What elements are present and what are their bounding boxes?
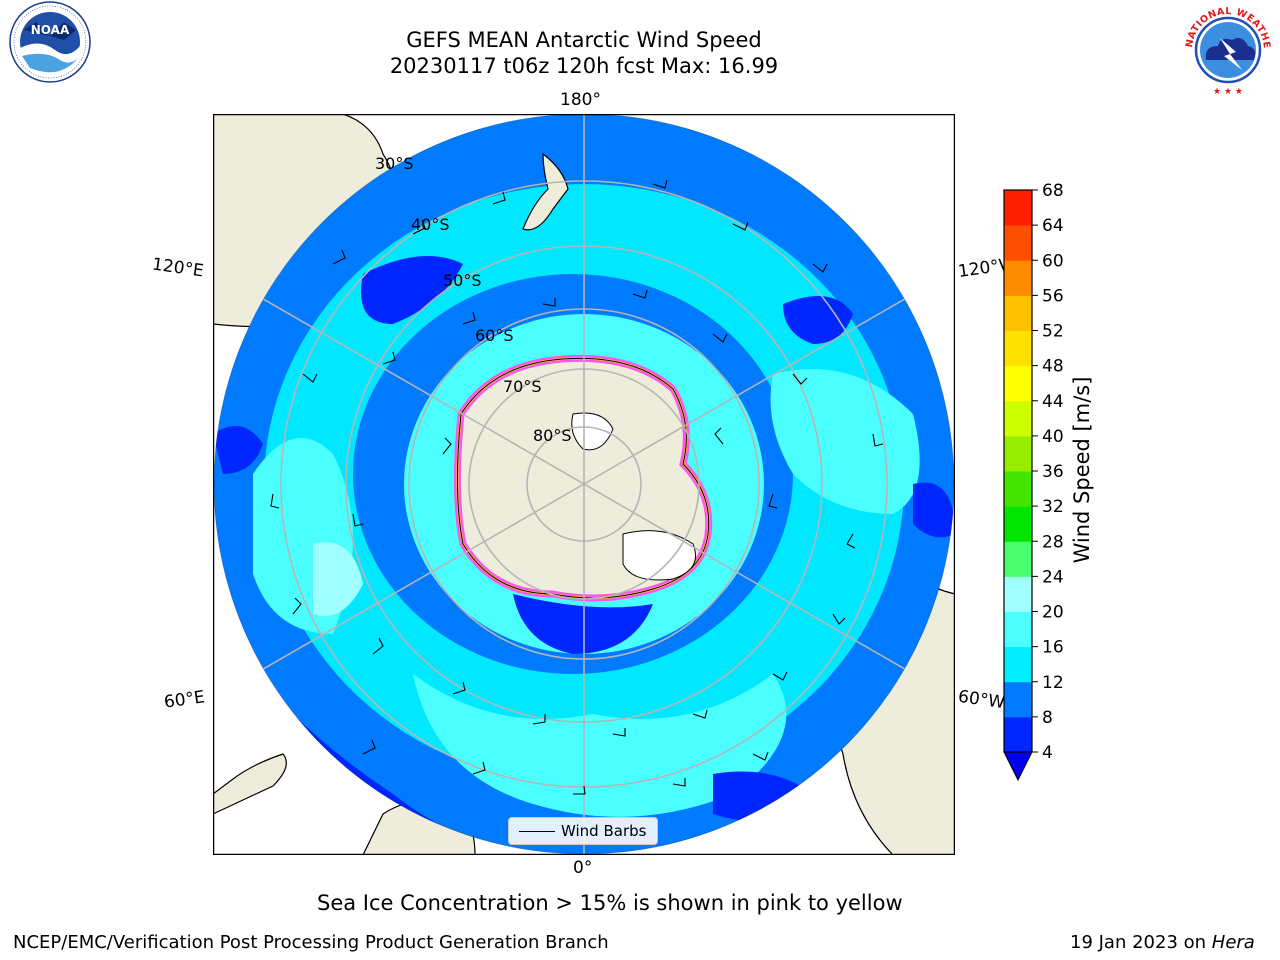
footer-host: Hera [1211, 932, 1255, 953]
colorbar-segment [1004, 716, 1032, 753]
colorbar-tick-label: 12 [1042, 673, 1064, 693]
colorbar-tick-label: 32 [1042, 497, 1064, 517]
colorbar-segment [1004, 190, 1032, 226]
noaa-logo-text: NOAA [31, 23, 70, 37]
colorbar-tick-label: 64 [1042, 216, 1064, 236]
colorbar-tick-label: 16 [1042, 638, 1064, 658]
colorbar-tick-label: 4 [1042, 743, 1053, 763]
lon-label-120e: 120°E [150, 254, 205, 282]
lat-label-80s: 80°S [533, 426, 572, 445]
colorbar-segment [1004, 365, 1032, 402]
lon-label-0: 0° [573, 858, 593, 878]
land-madagascar [213, 753, 287, 815]
chart-subtitle: 20230117 t06z 120h fcst Max: 16.99 [389, 54, 779, 78]
colorbar-segment [1004, 295, 1032, 331]
lat-label-70s: 70°S [503, 377, 542, 396]
colorbar-tick-label: 28 [1042, 532, 1064, 552]
land-new-zealand [522, 152, 569, 231]
lon-label-60e: 60°E [162, 687, 207, 713]
colorbar-segment [1004, 225, 1032, 261]
footer-left: NCEP/EMC/Verification Post Processing Pr… [13, 932, 609, 953]
colorbar-tick-label: 36 [1042, 462, 1064, 482]
colorbar-tick-label: 48 [1042, 357, 1064, 377]
colorbar-tick-label: 40 [1042, 427, 1064, 447]
colorbar-segment [1004, 435, 1032, 472]
colorbar-tick-label: 8 [1042, 708, 1053, 728]
colorbar-tick-label: 60 [1042, 251, 1064, 271]
ross-ice-shelf [571, 412, 614, 451]
colorbar-label: Wind Speed [m/s] [1070, 376, 1094, 564]
lat-label-60s: 60°S [475, 326, 514, 345]
colorbar-segment [1004, 541, 1032, 577]
chart-title: GEFS MEAN Antarctic Wind Speed [406, 28, 762, 52]
colorbar-segment [1004, 646, 1032, 683]
colorbar-tick-label: 24 [1042, 567, 1064, 587]
legend: Wind Barbs [508, 817, 658, 845]
colorbar-segment [1004, 506, 1032, 542]
nws-logo: NATIONAL WEATHER SERVICE ★ ★ ★ [1176, 0, 1274, 97]
colorbar-extend-arrow [1003, 751, 1033, 782]
lat-label-50s: 50°S [443, 271, 482, 290]
colorbar-tick-label: 20 [1042, 603, 1064, 623]
sea-ice-caption: Sea Ice Concentration > 15% is shown in … [317, 891, 903, 915]
graticule [214, 114, 954, 854]
lat-label-40s: 40°S [411, 215, 450, 234]
colorbar-tick-label: 52 [1042, 322, 1064, 342]
noaa-logo: NOAA [9, 1, 91, 83]
lat-label-30s: 30°S [375, 154, 414, 173]
legend-label: Wind Barbs [561, 822, 647, 840]
wind-barbs [270, 179, 884, 795]
weddell-ice-shelf [622, 530, 696, 581]
polar-map: 30°S 40°S 50°S 60°S 70°S 80°S [213, 114, 955, 855]
colorbar-tick-label: 56 [1042, 286, 1064, 306]
colorbar-segment [1004, 681, 1032, 718]
legend-wind-barb-line [519, 831, 555, 832]
colorbar-segment [1004, 400, 1032, 437]
svg-text:★ ★ ★: ★ ★ ★ [1213, 87, 1243, 97]
colorbar-segment [1004, 471, 1032, 507]
lon-label-180: 180° [560, 90, 601, 110]
colorbar-segment [1004, 576, 1032, 612]
footer-date: 19 Jan 2023 on [1070, 932, 1212, 953]
footer-right: 19 Jan 2023 on Hera [1070, 932, 1255, 953]
colorbar-segment [1004, 330, 1032, 367]
wind-band-16-20 [313, 542, 363, 616]
colorbar-tick-label: 44 [1042, 392, 1064, 412]
colorbar-segment [1004, 260, 1032, 296]
colorbar-segment [1004, 611, 1032, 648]
colorbar-tick-label: 68 [1042, 181, 1064, 201]
